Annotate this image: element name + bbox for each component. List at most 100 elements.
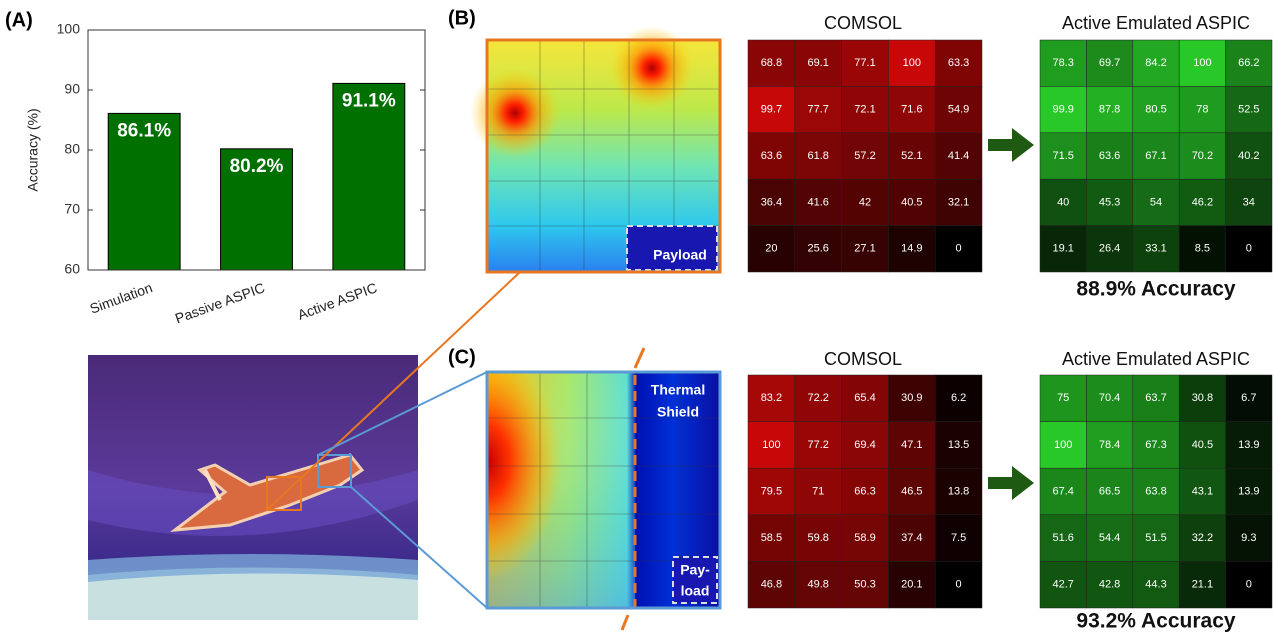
cell-label: 46.2	[1192, 196, 1213, 208]
cell-label: 87.8	[1099, 104, 1120, 116]
cell-label: 0	[1246, 243, 1252, 255]
cell-label: 41.6	[807, 196, 828, 208]
cell-label: 100	[1193, 57, 1211, 69]
cell-label: 30.8	[1192, 392, 1213, 404]
cell-label: 58.5	[761, 532, 782, 544]
cell-label: 0	[956, 243, 962, 255]
value-label: 86.1%	[117, 120, 171, 141]
y-axis-label: Accuracy (%)	[25, 108, 41, 191]
annotation: Pay-	[680, 562, 710, 578]
cell-label: 20.1	[901, 579, 922, 591]
cell-label: 25.6	[807, 243, 828, 255]
cell-label: 54.4	[1099, 532, 1120, 544]
cell-label: 70.4	[1099, 392, 1120, 404]
cell-label: 49.8	[807, 579, 828, 591]
cell-label: 40.5	[901, 196, 922, 208]
x-tick-label: Passive ASPIC	[173, 279, 267, 326]
cell-label: 67.3	[1145, 439, 1166, 451]
cell-label: 71.6	[901, 104, 922, 116]
cell-label: 75	[1057, 392, 1069, 404]
y-tick-label: 70	[64, 201, 80, 217]
cell-label: 40.2	[1238, 150, 1259, 162]
cell-label: 41.4	[948, 150, 969, 162]
cell-label: 63.3	[948, 57, 969, 69]
heatmap-title: COMSOL	[824, 13, 902, 33]
cell-label: 68.8	[761, 57, 782, 69]
cell-label: 20	[765, 243, 777, 255]
cell-label: 83.2	[761, 392, 782, 404]
cell-label: 100	[903, 57, 921, 69]
annotation: load	[681, 583, 710, 599]
cell-label: 51.5	[1145, 532, 1166, 544]
cell-label: 40.5	[1192, 439, 1213, 451]
cell-label: 100	[1054, 439, 1072, 451]
heatmap-subtitle: 93.2% Accuracy	[1076, 610, 1235, 633]
cell-label: 63.8	[1145, 485, 1166, 497]
cell-label: 63.6	[1099, 150, 1120, 162]
cell-label: 67.4	[1052, 485, 1073, 497]
cell-label: 99.7	[761, 104, 782, 116]
annotation: Shield	[657, 404, 699, 420]
cell-label: 32.1	[948, 196, 969, 208]
arrow	[988, 466, 1034, 500]
cell-label: 26.4	[1099, 243, 1120, 255]
cell-label: 59.8	[807, 532, 828, 544]
cell-label: 69.7	[1099, 57, 1120, 69]
cell-label: 77.1	[854, 57, 875, 69]
cell-label: 69.4	[854, 439, 875, 451]
cell-label: 78.3	[1052, 57, 1073, 69]
cell-label: 9.3	[1241, 532, 1256, 544]
cell-label: 54.9	[948, 104, 969, 116]
cell-label: 0	[956, 579, 962, 591]
cell-label: 58.9	[854, 532, 875, 544]
cell-label: 66.5	[1099, 485, 1120, 497]
cell-label: 63.7	[1145, 392, 1166, 404]
annotation: Thermal	[651, 382, 705, 398]
cell-label: 66.2	[1238, 57, 1259, 69]
cell-label: 99.9	[1052, 104, 1073, 116]
cell-label: 78	[1196, 104, 1208, 116]
cell-label: 13.9	[1238, 485, 1259, 497]
cell-label: 63.6	[761, 150, 782, 162]
cell-label: 21.1	[1192, 579, 1213, 591]
cell-label: 44.3	[1145, 579, 1166, 591]
cell-label: 43.1	[1192, 485, 1213, 497]
figure: Payload Thermal Shield Pay- load (A) (B)…	[0, 0, 1274, 635]
cell-label: 72.2	[807, 392, 828, 404]
cell-label: 70.2	[1192, 150, 1213, 162]
cell-label: 57.2	[854, 150, 875, 162]
cell-label: 72.1	[854, 104, 875, 116]
cell-label: 13.9	[1238, 439, 1259, 451]
cell-label: 79.5	[761, 485, 782, 497]
cell-label: 100	[762, 439, 780, 451]
thermal-map: Payload	[470, 26, 720, 272]
x-tick-label: Active ASPIC	[295, 279, 379, 323]
cell-label: 13.5	[948, 439, 969, 451]
cell-label: 54	[1150, 196, 1162, 208]
cell-label: 42.7	[1052, 579, 1073, 591]
cell-label: 50.3	[854, 579, 875, 591]
cell-label: 61.8	[807, 150, 828, 162]
cell-label: 45.3	[1099, 196, 1120, 208]
panel-label: (C)	[448, 346, 476, 368]
cell-label: 32.2	[1192, 532, 1213, 544]
value-label: 80.2%	[230, 156, 284, 177]
cell-label: 6.7	[1241, 392, 1256, 404]
cell-label: 36.4	[761, 196, 782, 208]
heatmap-subtitle: 88.9% Accuracy	[1076, 278, 1235, 301]
cell-label: 34	[1243, 196, 1255, 208]
cell-label: 77.7	[807, 104, 828, 116]
cell-label: 51.6	[1052, 532, 1073, 544]
heatmap-title: Active Emulated ASPIC	[1062, 349, 1250, 369]
cell-label: 42	[859, 196, 871, 208]
cell-label: 65.4	[854, 392, 875, 404]
cell-label: 19.1	[1052, 243, 1073, 255]
cell-label: 47.1	[901, 439, 922, 451]
value-label: 91.1%	[342, 90, 396, 111]
cell-label: 69.1	[807, 57, 828, 69]
annotation: Payload	[653, 247, 707, 263]
cell-label: 40	[1057, 196, 1069, 208]
cell-label: 6.2	[951, 392, 966, 404]
cell-label: 46.5	[901, 485, 922, 497]
cell-label: 37.4	[901, 532, 922, 544]
